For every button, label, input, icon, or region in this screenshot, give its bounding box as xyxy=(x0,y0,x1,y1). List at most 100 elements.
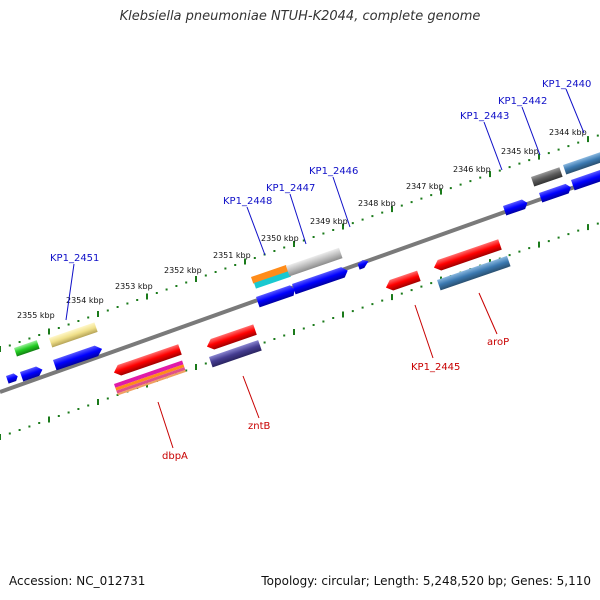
scale-minor-tick xyxy=(410,289,413,292)
gene-arrow-dbpa-orange[interactable] xyxy=(115,364,185,391)
gene-label-arop[interactable]: aroP xyxy=(487,337,509,348)
scale-minor-tick xyxy=(224,267,227,270)
gene-label-kp1-2447[interactable]: KP1_2447 xyxy=(266,183,315,194)
gene-arrow-kp1-2451[interactable] xyxy=(53,344,104,371)
scale-minor-tick xyxy=(518,250,521,253)
gene-arrow-kp1-2446[interactable] xyxy=(292,265,349,295)
genome-summary-text: Topology: circular; Length: 5,248,520 bp… xyxy=(261,574,591,588)
scale-major-tick xyxy=(244,258,246,265)
gene-arrow-orange[interactable] xyxy=(251,264,289,284)
gene-arrow-kp1-2445[interactable] xyxy=(384,270,421,293)
scale-minor-tick xyxy=(57,327,60,329)
scale-minor-tick xyxy=(528,247,531,250)
scale-major-tick xyxy=(195,364,197,370)
gene-label-dbpa[interactable]: dbpA xyxy=(162,451,188,462)
scale-minor-tick xyxy=(459,183,462,186)
scale-minor-tick xyxy=(371,215,374,218)
gene-arrow-dbpa-pink[interactable] xyxy=(116,367,186,394)
gene-arrow-green[interactable] xyxy=(14,340,40,357)
scale-minor-tick xyxy=(302,327,305,330)
scale-major-tick xyxy=(48,328,50,335)
gene-arrow-zntb-purple[interactable] xyxy=(209,340,262,368)
scale-major-tick xyxy=(587,224,589,231)
scale-minor-tick xyxy=(547,240,550,243)
kbp-label-2348: 2348 kbp xyxy=(358,199,396,208)
gene-arrow-cyan[interactable] xyxy=(254,270,291,289)
scale-minor-tick xyxy=(577,229,580,232)
scale-minor-tick xyxy=(400,204,403,207)
gene-arrow-dbpa[interactable] xyxy=(112,344,182,377)
scale-minor-tick xyxy=(87,316,90,319)
scale-minor-tick xyxy=(87,404,90,407)
scale-minor-tick xyxy=(557,236,560,239)
gene-label-kp1-2448[interactable]: KP1_2448 xyxy=(223,196,272,207)
leader-arop xyxy=(478,292,498,335)
scale-minor-tick xyxy=(312,324,315,326)
gene-arrow-arop[interactable] xyxy=(437,255,511,291)
scale-minor-tick xyxy=(332,317,335,319)
gene-label-kp1-2445[interactable]: KP1_2445 xyxy=(411,362,460,373)
scale-minor-tick xyxy=(67,411,70,414)
leader-zntb xyxy=(242,375,260,419)
gene-label-kp1-2446[interactable]: KP1_2446 xyxy=(309,166,358,177)
scale-major-tick xyxy=(195,276,197,282)
leader-kp1-2447 xyxy=(289,193,307,245)
gene-arrow[interactable] xyxy=(20,365,44,382)
kbp-label-2346: 2346 kbp xyxy=(453,165,491,174)
gene-arrow-kp1-2440[interactable] xyxy=(563,150,600,175)
scale-major-tick xyxy=(391,294,393,301)
scale-minor-tick xyxy=(8,432,11,435)
scale-minor-tick xyxy=(518,162,521,165)
scale-minor-tick xyxy=(449,187,452,190)
scale-minor-tick xyxy=(185,281,188,284)
scale-minor-tick xyxy=(528,159,531,162)
scale-minor-tick xyxy=(381,211,384,214)
kbp-scale-labels: 2355 kbp 2354 kbp 2353 kbp 2352 kbp 2351… xyxy=(17,128,587,320)
scale-major-tick xyxy=(293,329,295,335)
scale-minor-tick xyxy=(420,197,423,200)
gene-arrow-kp1-2447[interactable] xyxy=(286,247,343,277)
scale-major-tick xyxy=(48,416,50,423)
gene-arrow-kp1-2448[interactable] xyxy=(256,284,296,308)
scale-minor-tick xyxy=(67,323,70,326)
scale-minor-tick xyxy=(498,169,501,172)
scale-major-tick xyxy=(489,171,491,178)
gene-arrow[interactable] xyxy=(571,166,600,191)
scale-minor-tick xyxy=(204,362,207,365)
scale-major-tick xyxy=(342,311,344,318)
scale-minor-tick xyxy=(469,180,472,183)
gene-arrow[interactable] xyxy=(6,372,19,384)
gene-label-kp1-2440[interactable]: KP1_2440 xyxy=(542,79,591,90)
gene-arrow-khaki[interactable] xyxy=(49,322,98,348)
gene-arrow-zntb[interactable] xyxy=(205,324,257,351)
scale-major-tick xyxy=(0,434,1,440)
scale-minor-tick xyxy=(567,233,570,236)
gene-label-zntb[interactable]: zntB xyxy=(248,421,271,432)
gene-arrow[interactable] xyxy=(357,258,370,270)
scale-minor-tick xyxy=(479,176,482,179)
gene-arrow-kp1-2442[interactable] xyxy=(531,167,563,187)
kbp-label-2352: 2352 kbp xyxy=(164,266,202,275)
scale-minor-tick xyxy=(508,166,511,169)
scale-minor-tick xyxy=(361,218,364,221)
label-leaders xyxy=(65,88,585,449)
scale-minor-tick xyxy=(371,303,374,306)
scale-minor-tick xyxy=(106,397,109,400)
scale-minor-tick xyxy=(253,257,256,259)
gene-arrow-dbpa-magenta[interactable] xyxy=(114,360,184,388)
gene-arrow[interactable] xyxy=(539,183,573,203)
scale-minor-tick xyxy=(116,306,119,308)
gene-label-kp1-2443[interactable]: KP1_2443 xyxy=(460,111,509,122)
scale-minor-tick xyxy=(312,236,315,238)
scale-minor-tick xyxy=(175,285,178,287)
gene-arrow-kp1-2443[interactable] xyxy=(503,198,529,216)
gene-arrow-arop-red[interactable] xyxy=(432,239,502,272)
scale-minor-tick xyxy=(263,341,266,344)
kbp-label-2353: 2353 kbp xyxy=(115,282,153,291)
gene-label-kp1-2451[interactable]: KP1_2451 xyxy=(50,253,99,264)
scale-minor-tick xyxy=(106,309,109,312)
gene-label-kp1-2442[interactable]: KP1_2442 xyxy=(498,96,547,107)
gene-arrow-dbpa-tan[interactable] xyxy=(117,370,186,396)
scale-minor-tick xyxy=(430,194,433,197)
scale-major-tick xyxy=(97,399,99,405)
